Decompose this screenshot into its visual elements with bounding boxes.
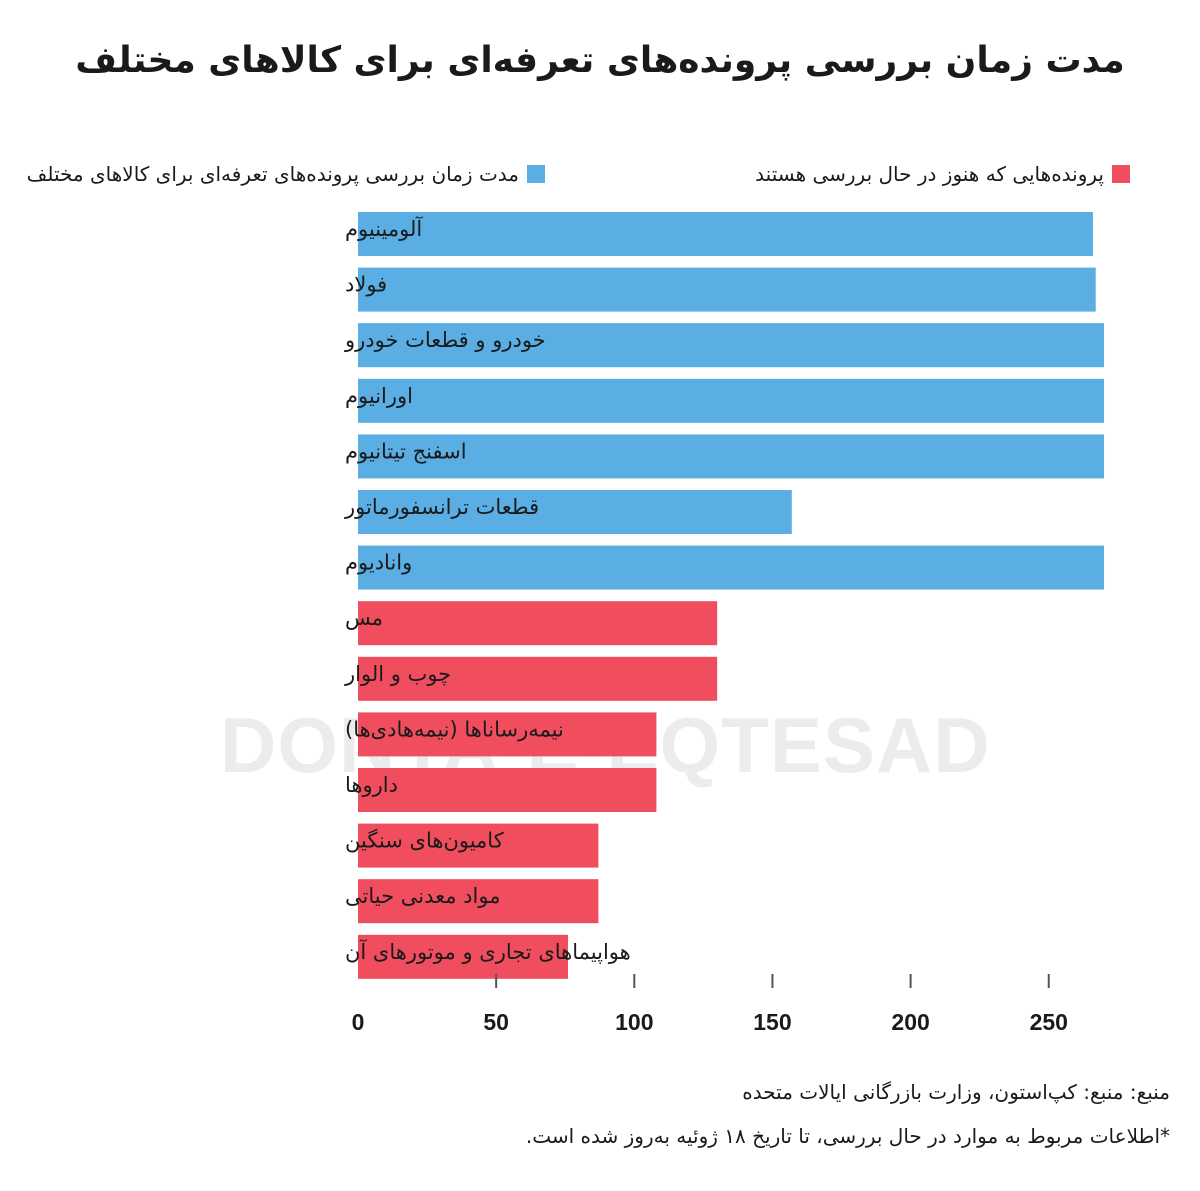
bar-11 — [358, 768, 657, 812]
bar-8 — [358, 601, 718, 646]
bar-4 — [358, 378, 1105, 423]
category-label-5: اسفنج تیتانیوم — [345, 439, 467, 463]
category-label-14: هواپیماهای تجاری و موتورهای آن — [345, 939, 631, 964]
footer-source: منبع: منبع: کپ‌استون، وزارت بازرگانی ایا… — [742, 1080, 1170, 1104]
tick-label-6: 250 — [1030, 1009, 1068, 1035]
category-label-6: قطعات ترانسفورماتور — [344, 495, 539, 519]
bar-2 — [358, 267, 1096, 312]
legend-label-pending: پرونده‌هایی که هنوز در حال بررسی هستند — [755, 162, 1104, 186]
bar-13 — [358, 879, 599, 924]
category-label-11: داروها — [345, 773, 398, 797]
bar-5 — [358, 434, 1105, 479]
bar-12 — [358, 823, 599, 868]
bar-9 — [358, 656, 718, 701]
chart-title: مدت زمان بررسی پرونده‌های تعرفه‌ای برای … — [75, 40, 1125, 81]
tick-label-5: 200 — [891, 1009, 929, 1035]
legend-item-duration: مدت زمان بررسی پرونده‌های تعرفه‌ای برای … — [27, 162, 545, 186]
bar-3 — [358, 323, 1105, 368]
category-label-1: آلومینیوم — [345, 216, 423, 241]
bar-6 — [358, 490, 792, 534]
category-label-4: اورانیوم — [345, 384, 413, 408]
bar-14 — [358, 934, 568, 979]
tick-label-3: 100 — [615, 1009, 653, 1035]
category-label-13: مواد معدنی حیاتی — [345, 884, 500, 908]
category-label-12: کامیون‌های سنگین — [345, 829, 504, 853]
category-label-7: وانادیوم — [345, 551, 412, 575]
tick-label-1: 0 — [352, 1009, 365, 1035]
category-label-3: خودرو و قطعات خودرو — [344, 328, 546, 352]
category-label-2: فولاد — [345, 273, 387, 297]
category-label-9: چوب و الوار — [344, 662, 451, 686]
legend-item-pending: پرونده‌هایی که هنوز در حال بررسی هستند — [755, 162, 1130, 186]
legend-swatch-pending — [1112, 165, 1130, 183]
tick-label-4: 150 — [753, 1009, 791, 1035]
footer-note: *اطلاعات مربوط به موارد در حال بررسی، تا… — [525, 1124, 1170, 1148]
bar-7 — [358, 545, 1105, 590]
legend-label-duration: مدت زمان بررسی پرونده‌های تعرفه‌ای برای … — [26, 162, 519, 186]
bar-10 — [358, 712, 657, 757]
tick-label-2: 50 — [483, 1009, 509, 1035]
category-label-10: نیمه‌رساناها (نیمه‌هادی‌ها) — [345, 717, 564, 741]
bar-1 — [358, 212, 1093, 256]
legend-swatch-duration — [527, 165, 545, 183]
category-label-8: مس — [345, 606, 383, 630]
